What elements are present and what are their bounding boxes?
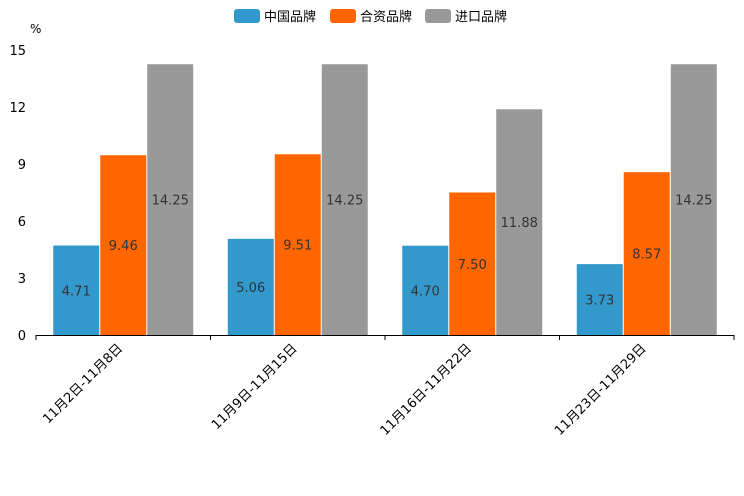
bar-series-3-cat-3 <box>496 109 543 335</box>
bar-series-3-cat-1 <box>147 64 194 335</box>
x-axis: 11月2日-11月8日 11月9日-11月15日 11月16日-11月22日 11月2… <box>35 335 735 439</box>
y-tick-label: 9 <box>18 158 26 173</box>
bar-series-1-cat-4 <box>576 264 623 335</box>
y-tick-label: 15 <box>9 44 26 59</box>
data-label: 9.46 <box>109 239 138 254</box>
y-tick-label: 12 <box>9 101 26 116</box>
data-label: 3.73 <box>585 294 614 309</box>
data-label: 14.25 <box>675 194 712 209</box>
x-tick-label: 11月9日-11月15日 <box>209 341 301 433</box>
data-label: 14.25 <box>152 194 189 209</box>
y-tick-label: 3 <box>18 272 26 287</box>
bar-series-3-cat-2 <box>321 64 368 335</box>
data-label: 14.25 <box>326 194 363 209</box>
data-label: 9.51 <box>283 239 312 254</box>
x-tick-label: 11月23日-11月29日 <box>552 341 649 438</box>
y-axis-unit-label: % <box>30 22 41 36</box>
bar-series-2-cat-4 <box>623 172 670 335</box>
y-tick-label: 6 <box>18 215 26 230</box>
y-tick-label: 0 <box>18 329 26 344</box>
data-label: 4.71 <box>62 284 91 299</box>
data-label: 8.57 <box>632 248 661 263</box>
legend-label-1: 中国品牌 <box>264 9 316 25</box>
bar-series-3-cat-4 <box>670 64 717 335</box>
data-label: 4.70 <box>411 284 440 299</box>
data-label: 11.88 <box>501 216 538 231</box>
bar-series-2-cat-2 <box>274 154 321 335</box>
bars: 4.71 9.46 14.25 5.06 9.51 14.25 4.70 7.50 11.88 3… <box>53 64 717 335</box>
bar-series-1-cat-1 <box>53 245 100 335</box>
legend-label-3: 进口品牌 <box>455 9 507 25</box>
legend-swatch-1 <box>234 9 260 23</box>
legend-swatch-3 <box>425 9 451 23</box>
legend-label-2: 合资品牌 <box>360 9 412 25</box>
x-tick-label: 11月16日-11月22日 <box>378 341 475 438</box>
bar-series-1-cat-2 <box>227 238 274 335</box>
bar-series-2-cat-1 <box>100 155 147 335</box>
legend-swatch-2 <box>330 9 356 23</box>
x-tick-label: 11月2日-11月8日 <box>40 341 126 427</box>
data-label: 5.06 <box>236 281 265 296</box>
y-axis: 0 3 6 9 12 15 <box>9 44 26 344</box>
bar-series-2-cat-3 <box>449 192 496 335</box>
data-label: 7.50 <box>458 258 487 273</box>
legend: 中国品牌 合资品牌 进口品牌 <box>234 9 507 25</box>
bar-series-1-cat-3 <box>402 245 449 335</box>
